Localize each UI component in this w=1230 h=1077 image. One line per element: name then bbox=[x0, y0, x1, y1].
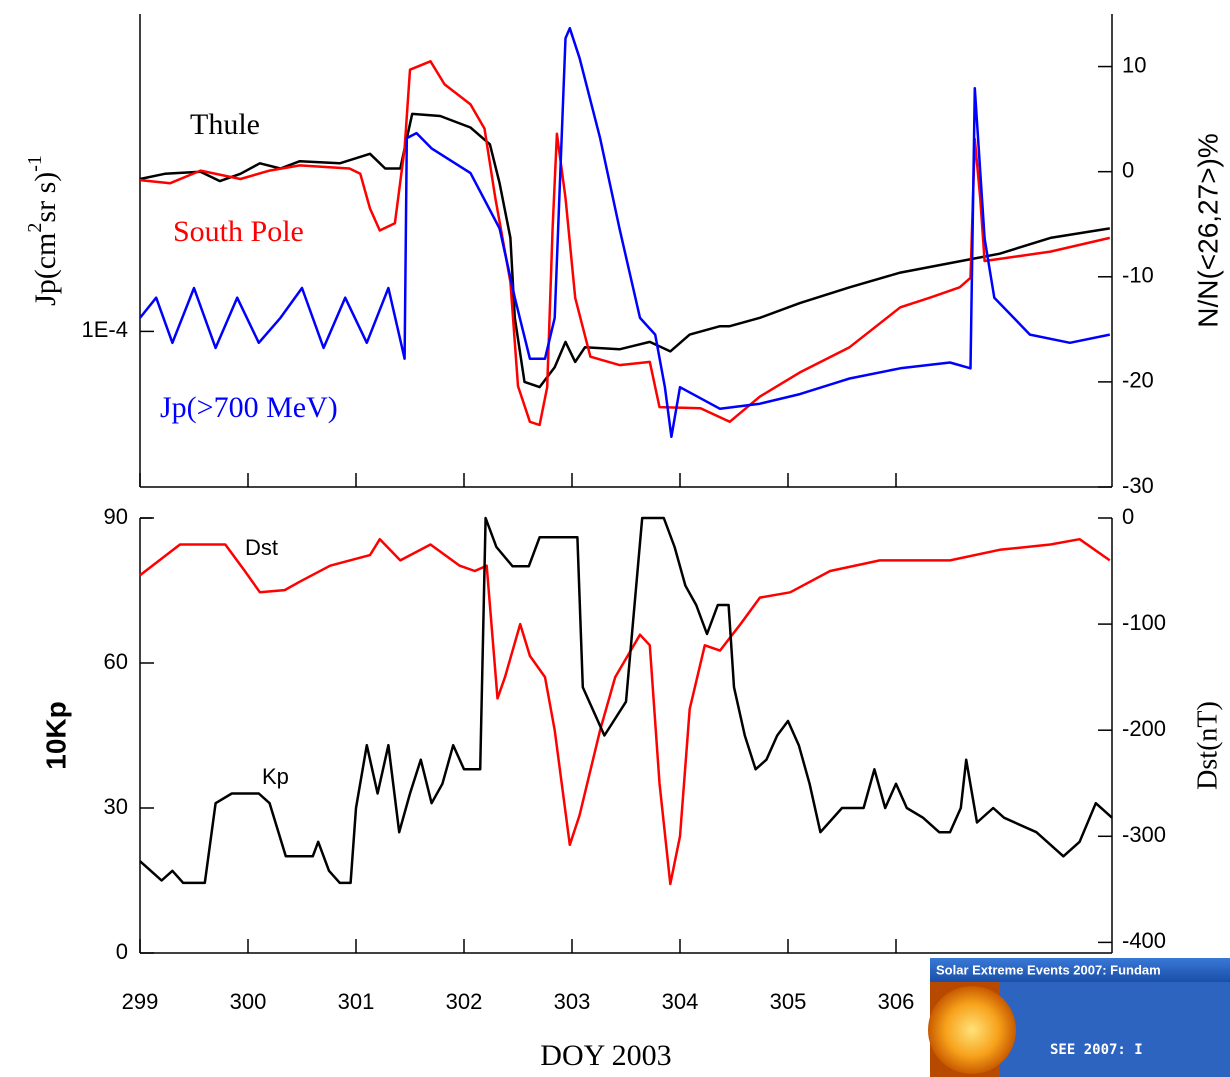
x-axis-title: DOY 2003 bbox=[540, 1039, 671, 1072]
x-tick-label: 304 bbox=[662, 989, 699, 1014]
y2-tick-label: -10 bbox=[1122, 263, 1154, 288]
series-label: Kp bbox=[262, 764, 289, 789]
series-label: Jp(>700 MeV) bbox=[160, 391, 338, 424]
y2-tick-label: -400 bbox=[1122, 928, 1166, 953]
x-tick-label: 303 bbox=[554, 989, 591, 1014]
y2-tick-label: -100 bbox=[1122, 610, 1166, 635]
inset-subtitle: SEE 2007: I bbox=[1050, 1042, 1143, 1058]
y-axis-title: 10Kp bbox=[40, 701, 71, 769]
y-axis-title-part: Jp(cm bbox=[29, 233, 62, 306]
series-line bbox=[139, 26, 1111, 439]
series-line bbox=[139, 537, 1111, 886]
y2-tick-label: 0 bbox=[1122, 157, 1134, 182]
y2-axis-title: Dst(nT) bbox=[1192, 701, 1223, 790]
inset-screenshot: Solar Extreme Events 2007: Fundam SEE 20… bbox=[928, 958, 1230, 1077]
x-tick-label: 305 bbox=[770, 989, 807, 1014]
y-tick-label: 0 bbox=[116, 939, 128, 964]
series-label: Thule bbox=[190, 108, 260, 141]
y2-tick-label: -300 bbox=[1122, 822, 1166, 847]
y-tick-label: 1E-4 bbox=[82, 317, 128, 342]
y-axis-title-part: 2 bbox=[24, 223, 46, 233]
panel: 1E-4 -30 -20 -10 0 10 Thule South Pole Jp(>700 M… bbox=[24, 14, 1223, 498]
y-axis-title-part: -1 bbox=[24, 155, 46, 172]
series-line bbox=[139, 60, 1111, 427]
inset-header bbox=[930, 958, 1230, 982]
x-tick-label: 301 bbox=[338, 989, 375, 1014]
series-label: South Pole bbox=[173, 215, 304, 248]
y2-axis-title: N/N(<26,27>)% bbox=[1192, 133, 1223, 328]
series-line bbox=[139, 112, 1110, 389]
inset-sun bbox=[928, 986, 1016, 1074]
x-tick-label: 302 bbox=[446, 989, 483, 1014]
y-tick-label: 60 bbox=[104, 649, 128, 674]
y2-tick-label: 10 bbox=[1122, 52, 1146, 77]
x-tick-label: 299 bbox=[122, 989, 159, 1014]
y2-tick-label: -20 bbox=[1122, 368, 1154, 393]
y2-tick-label: -30 bbox=[1122, 473, 1154, 498]
series-label: Dst bbox=[245, 535, 278, 560]
y-axis-title: Jp(cm2sr s)-1 bbox=[24, 155, 62, 306]
x-tick-label: 300 bbox=[230, 989, 267, 1014]
y-tick-label: 30 bbox=[104, 794, 128, 819]
x-tick-label: 306 bbox=[878, 989, 915, 1014]
panel: 299 300 301 302 303 304 305 3060306090-400-300-… bbox=[40, 504, 1223, 1072]
y2-tick-label: -200 bbox=[1122, 716, 1166, 741]
inset-title: Solar Extreme Events 2007: Fundam bbox=[936, 962, 1161, 977]
y-axis-title-part: sr s) bbox=[29, 172, 62, 223]
y-tick-label: 90 bbox=[104, 504, 128, 529]
series-line bbox=[139, 516, 1113, 885]
y2-tick-label: 0 bbox=[1122, 504, 1134, 529]
